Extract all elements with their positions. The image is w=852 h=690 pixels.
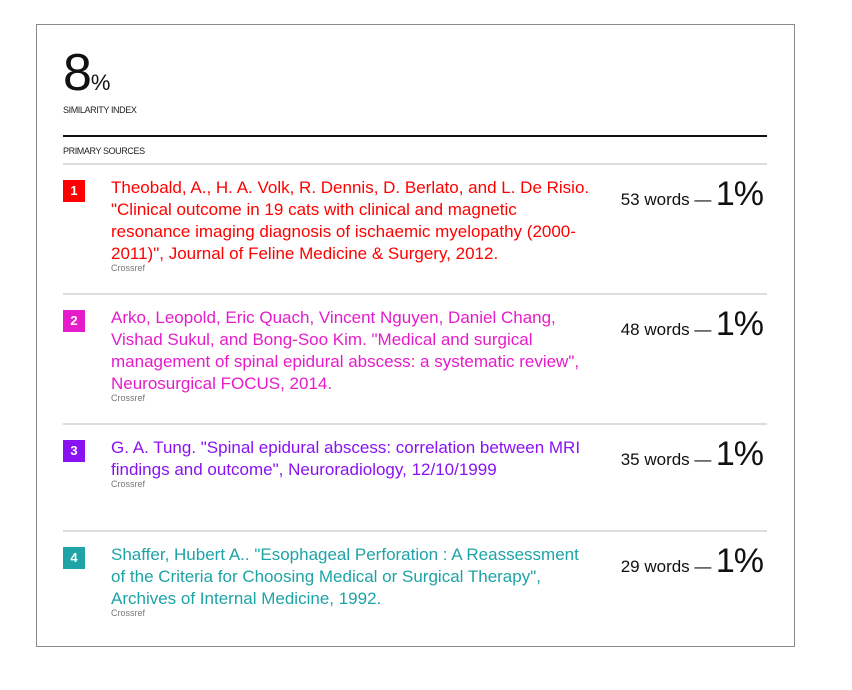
divider bbox=[63, 135, 767, 137]
source-match: 35 words — 1% bbox=[620, 435, 764, 474]
source-number-badge: 3 bbox=[63, 440, 85, 462]
source-database: Crossref bbox=[111, 608, 146, 618]
source-citation[interactable]: G. A. Tung. "Spinal epidural abscess: co… bbox=[111, 438, 581, 479]
source-match: 53 words — 1% bbox=[620, 175, 764, 214]
similarity-index-label: SIMILARITY INDEX bbox=[63, 105, 137, 115]
source-database: Crossref bbox=[111, 393, 146, 403]
source-citation[interactable]: Shaffer, Hubert A.. "Esophageal Perforat… bbox=[111, 545, 579, 608]
match-percent: 1% bbox=[715, 435, 764, 473]
word-count: 35 words — bbox=[620, 450, 712, 469]
source-database: Crossref bbox=[111, 479, 146, 489]
similarity-index-value: 8% bbox=[63, 47, 110, 109]
similarity-number: 8 bbox=[63, 44, 92, 102]
source-citation[interactable]: Theobald, A., H. A. Volk, R. Dennis, D. … bbox=[111, 178, 590, 263]
similarity-unit: % bbox=[90, 70, 111, 95]
source-number-badge: 4 bbox=[63, 547, 85, 569]
sources-list: 1 Theobald, A., H. A. Volk, R. Dennis, D… bbox=[63, 163, 767, 630]
match-percent: 1% bbox=[715, 305, 764, 343]
word-count: 48 words — bbox=[620, 320, 712, 339]
source-match: 29 words — 1% bbox=[620, 542, 764, 581]
source-entry: 2 Arko, Leopold, Eric Quach, Vincent Ngu… bbox=[63, 293, 767, 423]
word-count: 29 words — bbox=[620, 557, 712, 576]
source-entry: 1 Theobald, A., H. A. Volk, R. Dennis, D… bbox=[63, 163, 767, 293]
originality-report: 8% SIMILARITY INDEX PRIMARY SOURCES 1 Th… bbox=[36, 24, 795, 647]
primary-sources-label: PRIMARY SOURCES bbox=[63, 146, 145, 156]
match-percent: 1% bbox=[715, 542, 764, 580]
source-citation[interactable]: Arko, Leopold, Eric Quach, Vincent Nguye… bbox=[111, 308, 580, 393]
source-entry: 4 Shaffer, Hubert A.. "Esophageal Perfor… bbox=[63, 530, 767, 630]
word-count: 53 words — bbox=[620, 190, 712, 209]
match-percent: 1% bbox=[715, 175, 764, 213]
source-database: Crossref bbox=[111, 263, 146, 273]
source-number-badge: 1 bbox=[63, 180, 85, 202]
source-entry: 3 G. A. Tung. "Spinal epidural abscess: … bbox=[63, 423, 767, 530]
source-match: 48 words — 1% bbox=[620, 305, 764, 344]
source-number-badge: 2 bbox=[63, 310, 85, 332]
